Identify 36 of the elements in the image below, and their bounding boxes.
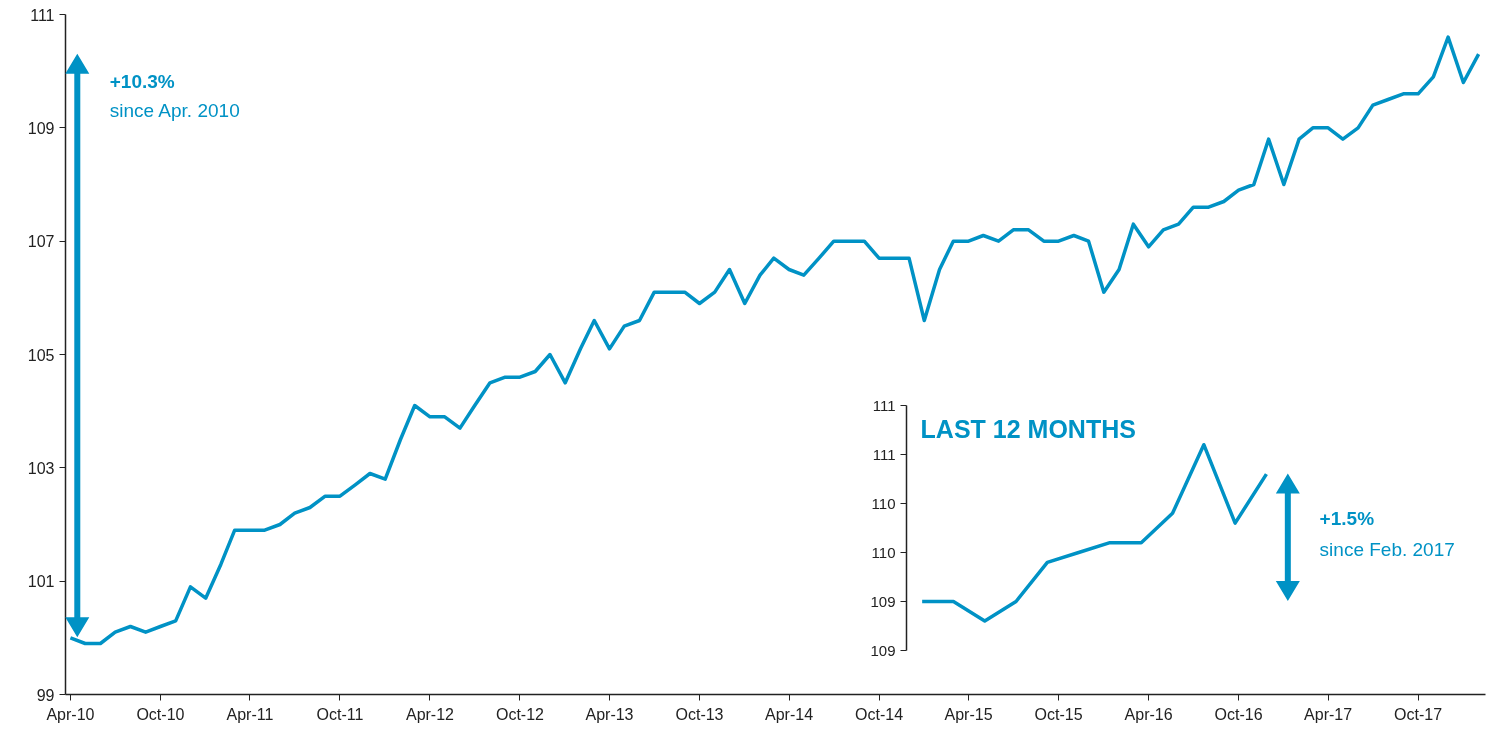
x-tick-label: Apr-16 xyxy=(1124,705,1173,723)
y-tick-label: 103 xyxy=(27,459,55,477)
line-series xyxy=(920,442,1269,623)
x-tick-label: Apr-17 xyxy=(1304,705,1353,723)
y-tick-label: 109 xyxy=(27,119,55,137)
x-tick-label: Oct-12 xyxy=(495,705,545,723)
x-tick-label: Apr-12 xyxy=(405,705,455,723)
line-series xyxy=(68,35,1481,646)
x-tick-label: Oct-11 xyxy=(316,705,364,723)
y-tick-label: 109 xyxy=(870,592,896,610)
x-tick-label: Apr-13 xyxy=(585,705,634,723)
y-tick-label: 110 xyxy=(871,494,896,512)
x-tick-label: Oct-17 xyxy=(1394,705,1443,723)
annotation: +10.3% xyxy=(109,71,175,93)
annotation: +1.5% xyxy=(1319,508,1375,530)
annotation: since Feb. 2017 xyxy=(1319,538,1455,560)
y-tick-label: 109 xyxy=(870,641,896,659)
y-tick-label: 105 xyxy=(27,346,55,364)
annotation: since Apr. 2010 xyxy=(109,99,240,121)
x-tick-label: Apr-11 xyxy=(226,705,274,723)
y-tick-label: 111 xyxy=(872,445,896,463)
x-tick-label: Apr-10 xyxy=(46,705,95,723)
chart-title: LAST 12 MONTHS xyxy=(920,415,1136,444)
x-tick-label: Oct-14 xyxy=(855,705,904,723)
x-tick-label: Oct-16 xyxy=(1214,705,1263,723)
y-tick-label: 111 xyxy=(30,6,55,24)
x-tick-label: Oct-10 xyxy=(136,705,185,723)
y-tick-label: 99 xyxy=(36,686,55,704)
y-tick-label: 107 xyxy=(27,233,55,251)
y-tick-label: 101 xyxy=(27,573,55,591)
x-tick-label: Oct-13 xyxy=(675,705,724,723)
y-tick-label: 110 xyxy=(871,543,896,561)
y-tick-label: 111 xyxy=(872,396,896,414)
x-tick-label: Oct-15 xyxy=(1034,705,1083,723)
x-tick-label: Apr-14 xyxy=(765,705,814,723)
x-tick-label: Apr-15 xyxy=(944,705,993,723)
